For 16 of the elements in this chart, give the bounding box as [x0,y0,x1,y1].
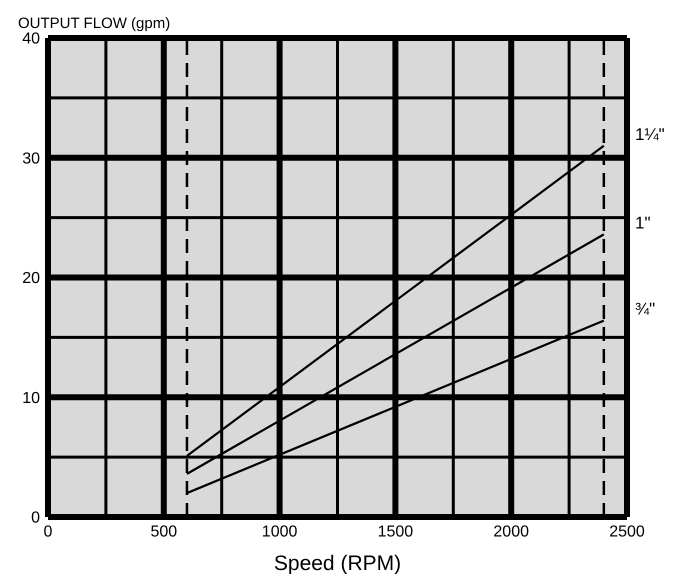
y-tick-label: 10 [22,390,40,407]
y-axis-title: OUTPUT FLOW (gpm) [18,15,170,32]
x-tick-label: 2500 [609,523,645,540]
y-tick-label: 20 [22,270,40,288]
y-tick-label: 30 [22,150,40,168]
x-tick-label: 1000 [262,523,298,540]
series-label: 1" [635,213,650,232]
x-tick-label: 1500 [378,523,414,540]
y-tick-label: 40 [22,30,40,48]
x-axis-title: Speed (RPM) [274,552,402,575]
y-tick-label: 0 [31,510,40,527]
series-label: 1¼" [635,124,665,144]
x-tick-label: 2000 [493,523,530,540]
x-tick-label: 0 [44,523,53,540]
x-tick-label: 500 [150,523,178,540]
series-label: ¾" [635,300,656,319]
